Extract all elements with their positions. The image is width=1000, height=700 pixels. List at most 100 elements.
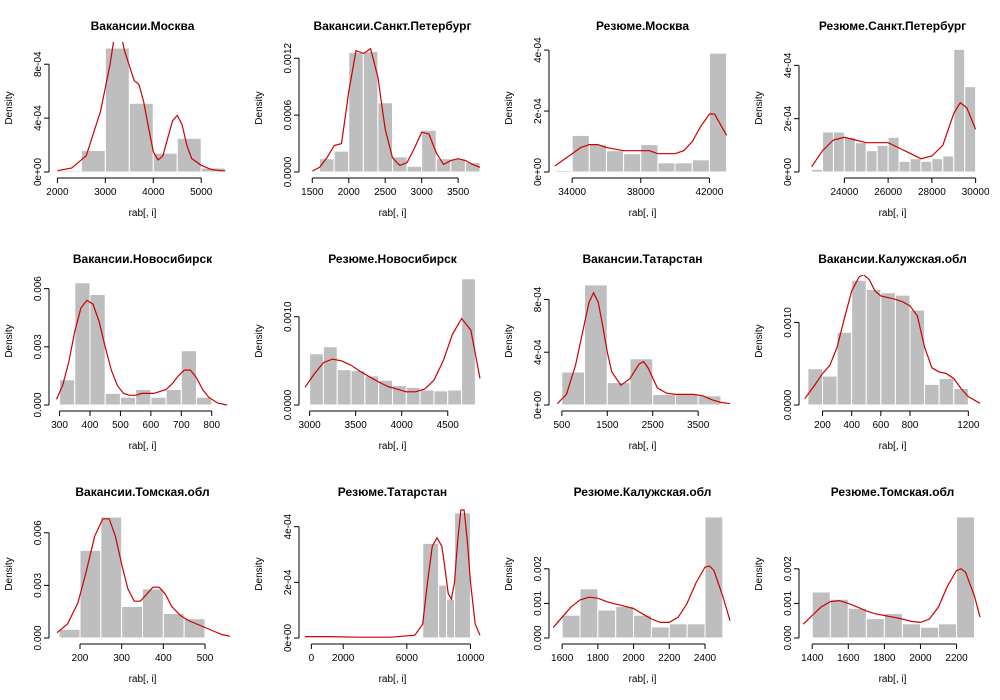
x-tick-label: 2200: [945, 653, 968, 664]
histogram-bar: [454, 512, 471, 639]
bars: [58, 516, 206, 639]
histogram-bar: [708, 52, 728, 173]
histogram-bar: [887, 136, 900, 173]
histogram-bar: [80, 149, 106, 173]
density-curve: [304, 317, 481, 393]
y-tick-label: 2e-04: [283, 569, 294, 595]
x-tick-label: 1400: [801, 653, 824, 664]
histogram-bar: [822, 131, 834, 173]
x-tick-label: 2000: [909, 653, 932, 664]
bars: [59, 282, 213, 406]
x-tick-label: 500: [112, 420, 129, 431]
histogram-bar: [920, 160, 933, 173]
density-curve: [554, 113, 728, 167]
x-tick-label: 600: [872, 420, 889, 431]
x-tick-label: 2400: [694, 653, 717, 664]
histogram-panel-6: Резюме.Новосибирск 3000 3500 4000 4500 rab[, …: [254, 252, 481, 452]
x-axis-label: rab[, i]: [379, 208, 407, 219]
histogram-bar: [829, 598, 849, 639]
panel-title: Резюме.Калужская.обл: [574, 485, 712, 499]
y-tick-label: 0e+00: [283, 624, 294, 653]
x-axis-label: rab[, i]: [629, 208, 657, 219]
x-axis-label: rab[, i]: [629, 441, 657, 452]
histogram-bar: [894, 294, 911, 406]
histogram-bar: [183, 618, 206, 639]
y-tick-label: 0.000: [783, 625, 794, 650]
y-axis-label: Density: [504, 557, 515, 590]
density-curve: [57, 42, 226, 172]
density-curve: [312, 47, 481, 172]
x-tick-label: 400: [82, 420, 99, 431]
histogram-panel-1: Вакансии.Москва 2000 3000 4000 5000 rab[, i] 0…: [4, 19, 226, 219]
panel-title: Резюме.Москва: [596, 19, 689, 33]
x-tick-label: 26000: [874, 187, 902, 198]
panel-title: Резюме.Томская.обл: [831, 485, 955, 499]
histogram-bar: [406, 165, 423, 173]
y-tick-label: 0e+00: [783, 158, 794, 187]
bars: [807, 279, 969, 406]
x-tick-label: 5000: [190, 187, 213, 198]
histogram-bar: [561, 614, 581, 639]
histogram-bar: [919, 626, 940, 639]
x-axis-label: rab[, i]: [879, 441, 907, 452]
histogram-bar: [597, 609, 617, 639]
histogram-bar: [435, 158, 452, 173]
x-tick-label: 800: [203, 420, 220, 431]
x-axis-label: rab[, i]: [379, 674, 407, 685]
histogram-bar: [561, 371, 586, 406]
x-tick-label: 1600: [551, 653, 574, 664]
panel-title: Вакансии.Москва: [91, 19, 195, 33]
y-tick-label: 0.0006: [283, 99, 294, 130]
x-axis-label: rab[, i]: [629, 674, 657, 685]
y-tick-label: 2e-04: [783, 105, 794, 131]
x-tick-label: 2000: [46, 187, 69, 198]
bars: [309, 278, 476, 406]
histogram-bar: [909, 309, 926, 406]
histogram-bar: [377, 102, 393, 173]
histogram-bar: [447, 389, 463, 406]
y-axis-label: Density: [4, 324, 15, 357]
histogram-bar: [898, 160, 911, 173]
x-tick-label: 3000: [298, 420, 321, 431]
y-tick-label: 8e-04: [533, 286, 544, 312]
x-tick-label: 800: [902, 420, 919, 431]
histogram-bar: [615, 606, 635, 639]
y-tick-label: 0.0000: [283, 156, 294, 187]
histogram-panel-9: Вакансии.Томская.обл 200 300 400 500 rab[, i]…: [4, 485, 231, 685]
y-tick-label: 0e+00: [533, 158, 544, 187]
density-curve: [803, 568, 981, 625]
x-tick-label: 3000: [411, 187, 434, 198]
histogram-bar: [854, 142, 867, 173]
x-tick-label: 200: [72, 653, 89, 664]
x-tick-label: 500: [197, 653, 214, 664]
histogram-bar: [876, 144, 889, 173]
y-tick-label: 4e-04: [283, 513, 294, 539]
histogram-bar: [350, 370, 366, 406]
histogram-bar: [58, 628, 81, 639]
histogram-bar: [697, 395, 722, 406]
density-curve: [55, 299, 228, 406]
x-tick-label: 6000: [396, 653, 419, 664]
x-axis-label: rab[, i]: [879, 674, 907, 685]
histogram-bar: [674, 393, 699, 406]
histogram-bar: [579, 588, 599, 639]
histogram-bar: [629, 358, 654, 406]
histogram-bar: [909, 158, 922, 173]
y-tick-label: 0.0000: [783, 389, 794, 420]
histogram-bar: [119, 396, 137, 406]
histogram-bar: [623, 153, 642, 173]
histogram-bar: [405, 386, 421, 406]
histogram-bar: [851, 279, 867, 406]
histogram-bar: [880, 292, 896, 406]
histogram-bar: [865, 618, 885, 639]
x-tick-label: 2000: [622, 653, 645, 664]
histogram-panel-5: Вакансии.Новосибирск 300 400 500 600 700 800 ra…: [4, 252, 228, 452]
histogram-panel-4: Резюме.Санкт.Петербург 24000 26000 28000 300…: [754, 19, 990, 219]
histogram-bar: [121, 605, 143, 639]
x-tick-label: 1800: [873, 653, 896, 664]
histogram-bar: [938, 378, 955, 406]
y-tick-label: 0.002: [533, 556, 544, 581]
x-tick-label: 4000: [391, 420, 414, 431]
histogram-bar: [392, 156, 408, 173]
histogram-bar: [953, 387, 969, 406]
